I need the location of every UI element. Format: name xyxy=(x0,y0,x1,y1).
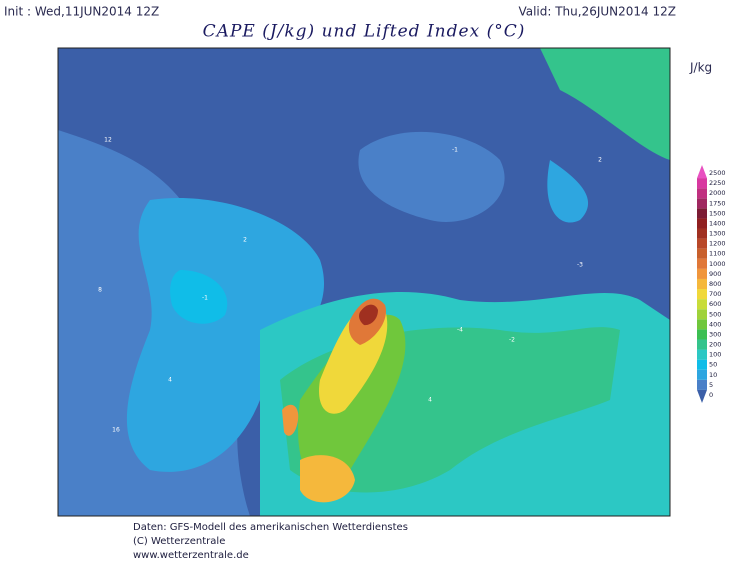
colorbar-cell xyxy=(697,238,707,249)
colorbar: 0 5 10 50 100 200 300 400 500 600 700 800 900 1000 110… xyxy=(697,165,726,403)
colorbar-cell xyxy=(697,228,707,239)
colorbar-cell xyxy=(697,218,707,229)
colorbar-label: 1000 xyxy=(709,260,726,268)
colorbar-label: 900 xyxy=(709,270,721,278)
colorbar-label: 1300 xyxy=(709,230,726,238)
colorbar-cell xyxy=(697,178,707,189)
init-time: Init : Wed,11JUN2014 12Z xyxy=(4,5,159,19)
contour-label: -3 xyxy=(577,262,583,269)
contour-label: 12 xyxy=(104,137,112,144)
contour-label: -1 xyxy=(202,295,208,302)
contour-label: -2 xyxy=(509,337,515,344)
contour-label: -4 xyxy=(457,327,463,334)
colorbar-cell xyxy=(697,379,707,390)
colorbar-cell xyxy=(697,389,707,403)
colorbar-label: 2000 xyxy=(709,189,726,197)
colorbar-cell xyxy=(697,278,707,290)
colorbar-cell xyxy=(697,299,707,310)
colorbar-cell xyxy=(697,165,707,179)
contour-label: -1 xyxy=(452,147,458,154)
contour-label: 2 xyxy=(598,157,602,164)
colorbar-label: 100 xyxy=(709,351,721,359)
colorbar-cell xyxy=(697,268,707,279)
colorbar-cell xyxy=(697,258,707,269)
colorbar-label: 600 xyxy=(709,300,721,308)
colorbar-cell xyxy=(697,248,707,259)
colorbar-label: 800 xyxy=(709,280,721,288)
colorbar-cell xyxy=(697,369,707,380)
colorbar-label: 2500 xyxy=(709,169,726,177)
contour-label: 2 xyxy=(243,237,247,244)
colorbar-label: 50 xyxy=(709,361,717,369)
colorbar-label: 200 xyxy=(709,341,721,349)
colorbar-label: 1500 xyxy=(709,209,726,217)
contour-labels: -1 -2 -3 -4 2 4 8 12 16 -1 2 4 xyxy=(98,137,602,434)
colorbar-label: 0 xyxy=(709,391,713,399)
map-title: CAPE (J/kg) und Lifted Index (°C) xyxy=(203,22,526,42)
contour-label: 8 xyxy=(98,287,102,294)
colorbar-label: 500 xyxy=(709,310,721,318)
colorbar-cell xyxy=(697,319,707,330)
colorbar-cell xyxy=(697,198,707,209)
colorbar-label: 1200 xyxy=(709,240,726,248)
colorbar-cell xyxy=(697,289,707,300)
colorbar-label: 700 xyxy=(709,290,721,298)
contour-label: 16 xyxy=(112,427,120,434)
colorbar-label: 400 xyxy=(709,320,721,328)
colorbar-label: 10 xyxy=(709,371,717,379)
valid-time: Valid: Thu,26JUN2014 12Z xyxy=(518,5,676,19)
colorbar-cell xyxy=(697,309,707,320)
colorbar-label: 1100 xyxy=(709,250,726,258)
colorbar-cell xyxy=(697,339,707,350)
colorbar-cell xyxy=(697,359,707,370)
footer-source: Daten: GFS-Modell des amerikanischen Wet… xyxy=(133,522,408,533)
colorbar-label: 1400 xyxy=(709,219,726,227)
colorbar-cell xyxy=(697,188,707,199)
map xyxy=(57,47,671,517)
footer-url: www.wetterzentrale.de xyxy=(133,550,249,561)
colorbar-cell xyxy=(697,329,707,340)
colorbar-cell xyxy=(697,349,707,360)
colorbar-label: 2250 xyxy=(709,179,726,187)
footer-copyright: (C) Wetterzentrale xyxy=(133,536,225,547)
contour-label: 4 xyxy=(428,397,432,404)
colorbar-label: 5 xyxy=(709,381,713,389)
colorbar-cell xyxy=(697,208,707,219)
colorbar-label: 1750 xyxy=(709,199,726,207)
unit-label: J/kg xyxy=(689,61,712,75)
colorbar-label: 300 xyxy=(709,330,721,338)
contour-label: 4 xyxy=(168,377,172,384)
